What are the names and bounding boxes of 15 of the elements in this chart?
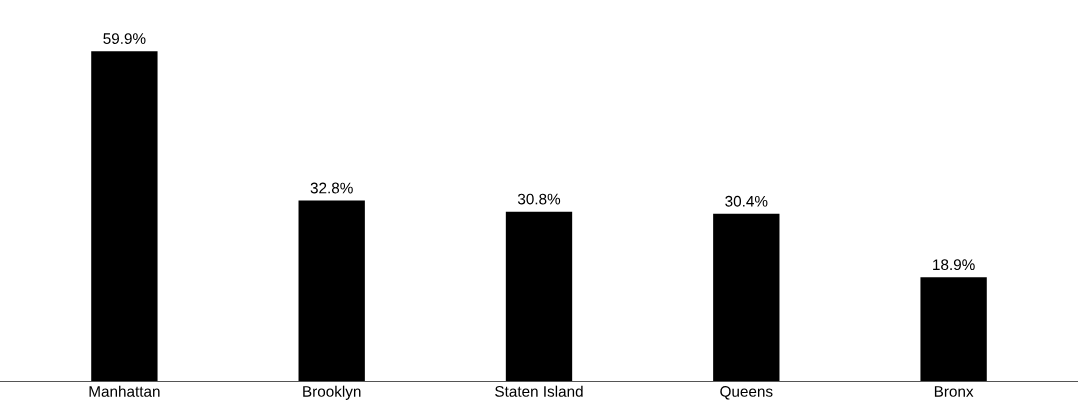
x-tick-label: Queens [720,386,773,400]
bar [505,211,573,382]
bar [91,51,158,382]
data-label: 18.9% [933,259,975,271]
data-label: 59.9% [103,33,146,45]
x-tick-label: Staten Island [495,385,583,397]
bar [298,200,365,382]
x-tick-label: Brooklyn [303,385,361,400]
data-label: 30.4% [725,195,768,207]
bar [920,277,987,382]
bar [713,213,780,382]
x-tick-label: Bronx [934,386,974,397]
data-label: 32.8% [310,182,353,194]
x-tick-label: Manhattan [89,385,160,397]
data-label: 30.8% [517,193,561,205]
